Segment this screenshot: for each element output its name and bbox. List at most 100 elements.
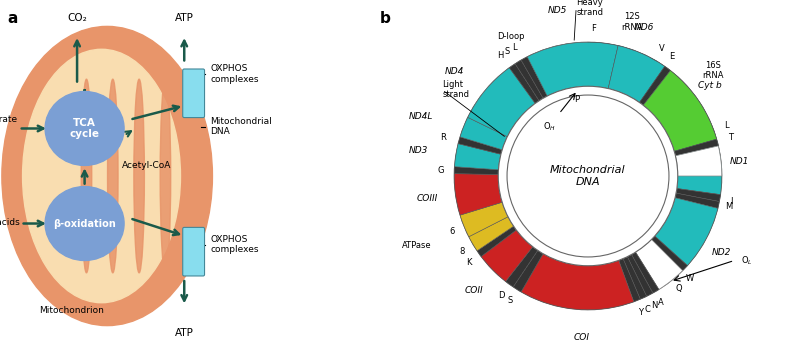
Text: Cyt b: Cyt b [698,81,722,90]
Text: Fatty acids: Fatty acids [0,218,19,227]
Text: Q: Q [676,284,682,293]
Wedge shape [510,64,539,103]
Text: L: L [724,121,729,130]
Text: K: K [466,258,472,267]
Text: Mitochondrial
DNA: Mitochondrial DNA [550,165,626,187]
Text: COII: COII [464,286,483,295]
Wedge shape [643,71,717,151]
Text: H: H [498,51,504,60]
Wedge shape [515,60,543,101]
Wedge shape [481,230,533,281]
Text: 6: 6 [449,227,454,235]
Text: S: S [507,296,513,305]
Wedge shape [627,254,653,296]
Text: ATPase: ATPase [402,241,431,250]
Text: Light
strand: Light strand [442,80,469,100]
Wedge shape [675,193,719,208]
Wedge shape [635,239,682,289]
Text: Y: Y [638,308,643,317]
Ellipse shape [182,88,194,264]
Wedge shape [458,137,502,154]
Text: T: T [728,133,733,143]
Circle shape [45,92,124,165]
Ellipse shape [107,79,118,273]
Ellipse shape [160,79,170,273]
Text: W: W [686,274,694,283]
Text: OXPHOS
complexes: OXPHOS complexes [210,235,259,254]
Wedge shape [454,166,498,175]
Text: G: G [438,166,444,175]
Wedge shape [630,58,657,99]
Text: Carbohydrate: Carbohydrate [0,115,18,124]
Wedge shape [623,257,646,299]
Wedge shape [631,252,659,293]
Wedge shape [639,67,670,105]
Text: ND4: ND4 [445,68,464,76]
Text: N: N [650,301,657,310]
Wedge shape [671,126,714,147]
Wedge shape [514,250,543,292]
Ellipse shape [2,26,213,326]
Wedge shape [608,46,665,102]
Text: ATP: ATP [175,328,194,338]
Circle shape [498,86,678,266]
Wedge shape [521,57,547,98]
Wedge shape [594,43,650,97]
Text: L: L [512,43,517,52]
Text: I: I [730,197,733,206]
Wedge shape [460,117,507,150]
Wedge shape [675,146,722,176]
Text: a: a [7,11,18,26]
Text: Acetyl-CoA: Acetyl-CoA [122,161,171,170]
Text: TCA
cycle: TCA cycle [70,118,100,139]
Text: Heavy
strand: Heavy strand [576,0,603,17]
Text: ATP: ATP [175,13,194,23]
Text: COIII: COIII [417,194,438,203]
Wedge shape [673,132,722,195]
FancyBboxPatch shape [182,69,205,118]
Text: ND2: ND2 [711,247,731,257]
Ellipse shape [82,79,92,273]
Text: A: A [658,298,664,307]
Text: 12S
rRNA: 12S rRNA [622,12,643,32]
FancyBboxPatch shape [182,227,205,276]
Wedge shape [588,42,598,87]
Text: ND6: ND6 [634,23,654,32]
Wedge shape [469,217,514,251]
Text: D: D [498,290,505,300]
Text: ND5: ND5 [548,6,568,14]
Text: COI: COI [574,333,590,342]
Text: OXPHOS
complexes: OXPHOS complexes [210,64,259,84]
Wedge shape [477,226,516,257]
Text: E: E [670,52,674,62]
Wedge shape [651,236,687,271]
Text: V: V [658,44,665,53]
Wedge shape [654,198,718,265]
Text: ND3: ND3 [409,146,428,155]
Text: D-loop: D-loop [497,32,525,41]
Wedge shape [506,247,538,287]
Circle shape [454,42,722,310]
Text: Mitochondrial
DNA: Mitochondrial DNA [210,117,272,137]
Text: S: S [505,47,510,56]
Wedge shape [676,188,721,202]
Text: 16S
rRNA: 16S rRNA [702,61,724,81]
Wedge shape [454,174,502,215]
Wedge shape [618,259,640,302]
Wedge shape [634,61,712,142]
Circle shape [507,95,669,257]
Text: ND4L: ND4L [409,112,434,121]
Circle shape [45,187,124,260]
Text: b: b [379,11,390,26]
Text: C: C [644,305,650,314]
Wedge shape [674,139,718,156]
Text: Mitochondrion: Mitochondrion [39,306,104,315]
Text: F: F [590,24,595,33]
Ellipse shape [134,79,144,273]
Text: ND1: ND1 [730,157,750,166]
Text: CO₂: CO₂ [67,13,87,23]
Wedge shape [527,42,618,96]
Wedge shape [474,42,588,128]
Text: O$_H$: O$_H$ [542,121,555,133]
Wedge shape [468,68,535,137]
